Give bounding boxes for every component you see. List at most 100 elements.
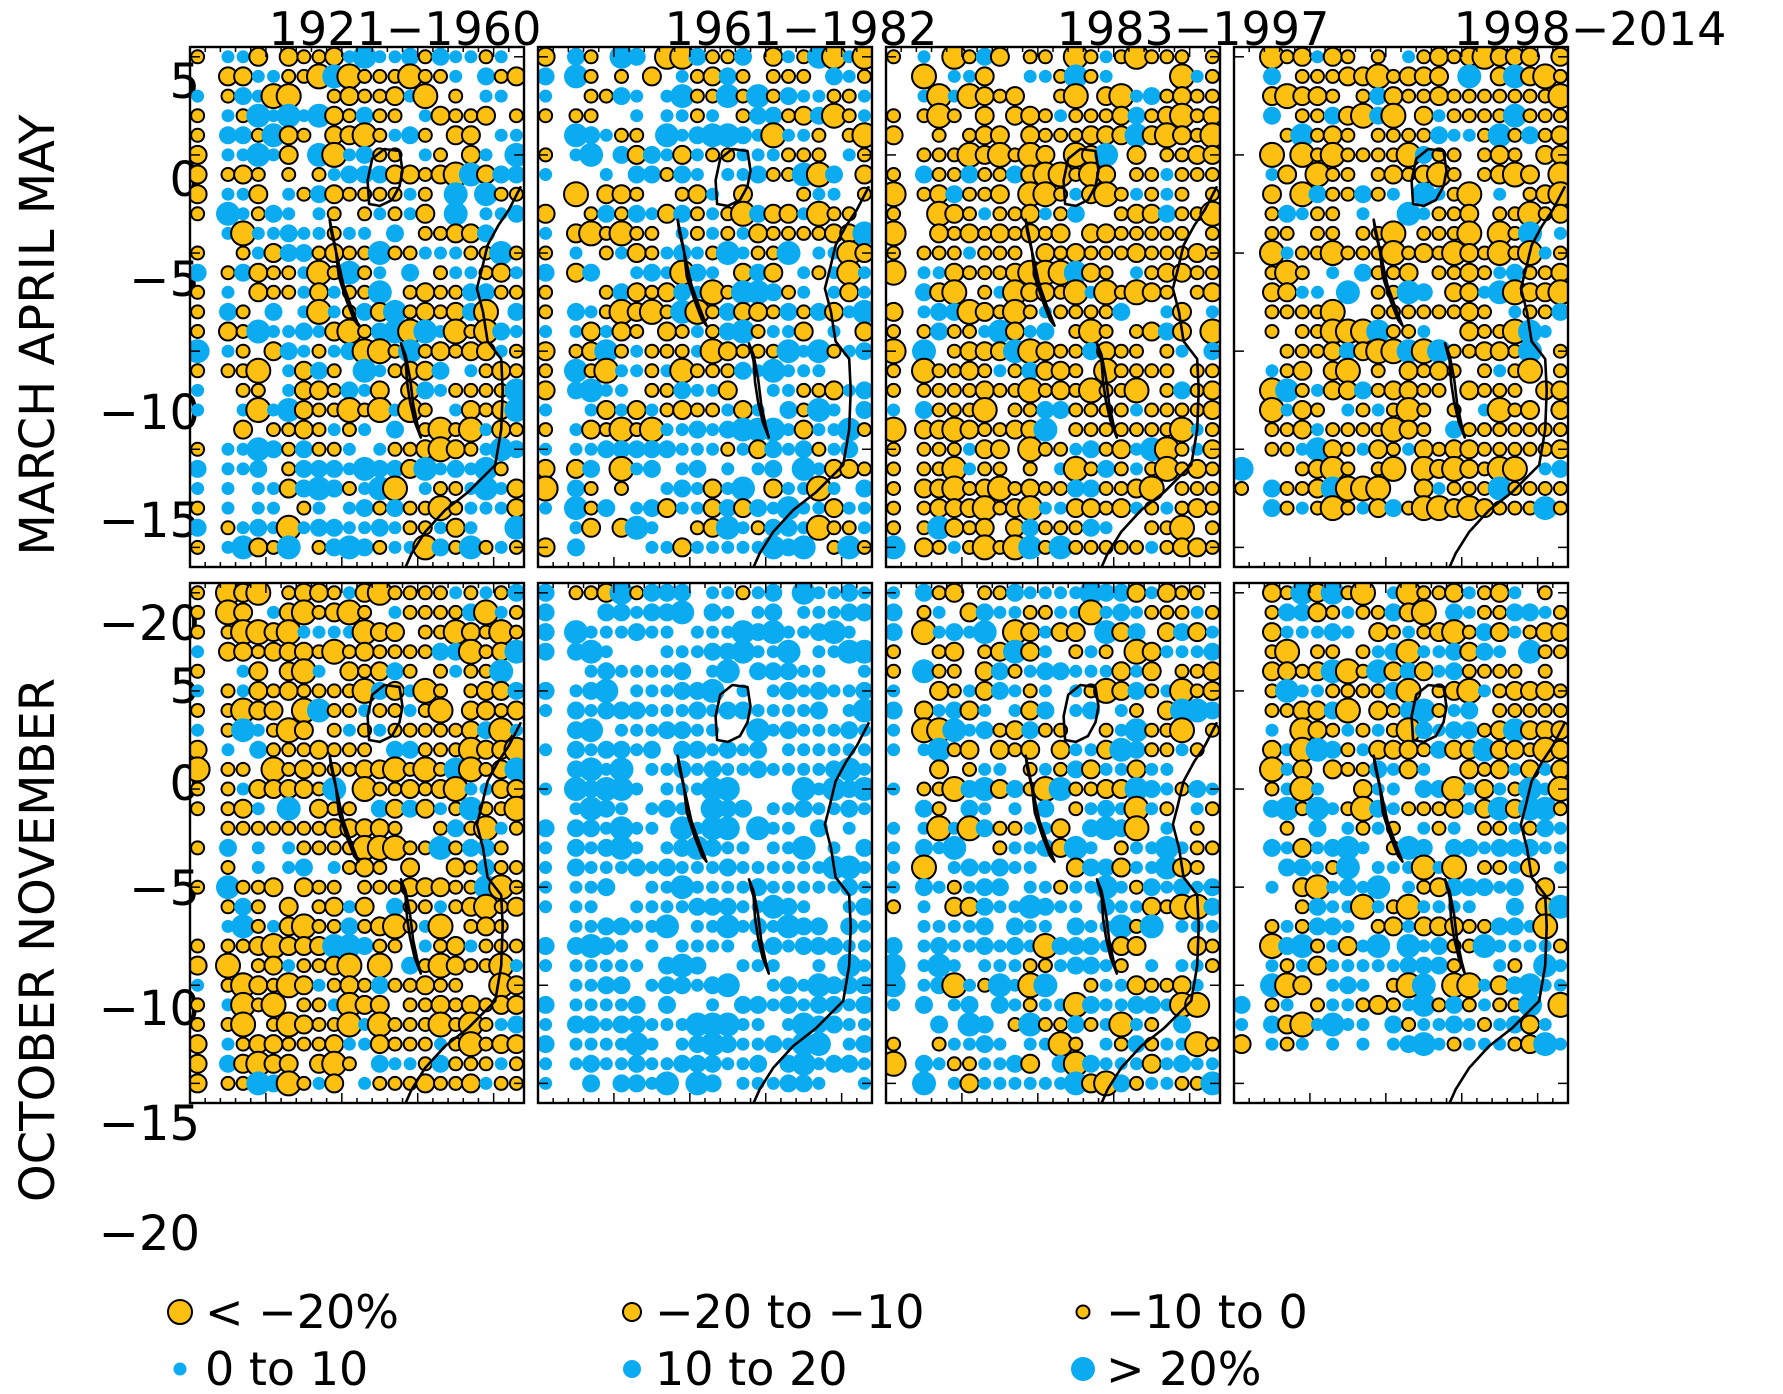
marker-positive (761, 620, 785, 644)
marker-negative (948, 247, 961, 260)
marker-negative (404, 1018, 417, 1031)
marker-negative (767, 168, 780, 181)
marker-positive (495, 129, 508, 142)
marker-positive (1463, 606, 1476, 619)
marker-positive (1024, 325, 1037, 338)
marker-negative (933, 586, 946, 599)
marker-negative (1293, 421, 1311, 439)
marker-negative (1281, 1038, 1294, 1051)
marker-positive (464, 266, 477, 279)
marker-positive (1036, 898, 1054, 916)
marker-positive (792, 581, 816, 605)
marker-positive (822, 620, 846, 644)
marker-positive (825, 67, 843, 85)
marker-positive (1417, 763, 1430, 776)
marker-negative (976, 519, 994, 537)
map-panel-r1-c1 (537, 581, 877, 1103)
marker-negative (721, 50, 734, 63)
marker-positive (691, 724, 704, 737)
marker-positive (1143, 87, 1161, 105)
marker-negative (222, 802, 235, 815)
marker-positive (282, 207, 295, 220)
marker-positive (658, 996, 676, 1014)
marker-negative (280, 898, 298, 916)
marker-negative (252, 168, 265, 181)
marker-negative (1039, 50, 1052, 63)
marker-negative (1339, 937, 1357, 955)
marker-negative (1311, 70, 1324, 83)
marker-positive (1539, 606, 1552, 619)
marker-positive (282, 384, 295, 397)
marker-positive (1115, 704, 1128, 717)
marker-positive (1130, 1018, 1143, 1031)
marker-positive (480, 1077, 493, 1090)
marker-positive (582, 264, 600, 282)
marker-negative (1130, 1077, 1143, 1090)
marker-positive (343, 586, 356, 599)
marker-negative (963, 325, 976, 338)
marker-negative (1203, 283, 1221, 301)
marker-negative (1115, 247, 1128, 260)
marker-positive (1115, 979, 1128, 992)
marker-positive (792, 457, 816, 481)
marker-negative (358, 325, 371, 338)
marker-positive (1052, 401, 1070, 419)
marker-positive (1173, 381, 1191, 399)
marker-positive (706, 626, 719, 639)
marker-negative (237, 822, 250, 835)
marker-negative (1145, 404, 1158, 417)
marker-negative (252, 900, 265, 913)
marker-positive (371, 1055, 389, 1073)
marker-positive (1460, 702, 1478, 720)
marker-positive (706, 266, 719, 279)
marker-negative (1206, 606, 1219, 619)
marker-positive (625, 1032, 649, 1056)
marker-positive (1478, 1038, 1491, 1051)
marker-negative (1160, 541, 1173, 554)
marker-positive (464, 364, 477, 377)
marker-positive (537, 937, 555, 955)
marker-negative (978, 227, 991, 240)
marker-positive (1445, 662, 1463, 680)
marker-positive (767, 763, 780, 776)
marker-negative (691, 404, 704, 417)
marker-positive (1357, 502, 1370, 515)
marker-negative (976, 87, 994, 105)
marker-positive (782, 50, 795, 63)
marker-positive (1082, 480, 1100, 498)
marker-positive (1100, 763, 1113, 776)
marker-negative (429, 914, 453, 938)
marker-positive (582, 1055, 600, 1073)
marker-negative (948, 168, 961, 181)
marker-negative (1311, 227, 1324, 240)
marker-negative (416, 976, 434, 994)
y-tick-neg10-top: −10 (99, 385, 200, 441)
marker-negative (510, 109, 523, 122)
marker-positive (615, 998, 628, 1011)
marker-positive (1433, 1038, 1446, 1051)
marker-negative (1478, 148, 1491, 161)
marker-negative (313, 168, 326, 181)
marker-positive (1160, 1057, 1173, 1070)
marker-negative (1554, 364, 1567, 377)
marker-positive (885, 603, 903, 621)
marker-positive (704, 760, 722, 778)
marker-positive (976, 898, 994, 916)
marker-negative (764, 48, 782, 66)
marker-positive (780, 898, 798, 916)
marker-positive (630, 920, 643, 933)
marker-positive (539, 227, 552, 240)
marker-positive (1266, 959, 1279, 972)
marker-negative (189, 741, 207, 759)
marker-negative (1309, 721, 1327, 739)
marker-positive (615, 724, 628, 737)
marker-positive (661, 109, 674, 122)
marker-positive (222, 462, 235, 475)
marker-positive (1039, 684, 1052, 697)
marker-negative (812, 266, 825, 279)
marker-negative (1145, 266, 1158, 279)
marker-negative (933, 148, 946, 161)
marker-positive (449, 404, 462, 417)
marker-positive (1266, 724, 1279, 737)
